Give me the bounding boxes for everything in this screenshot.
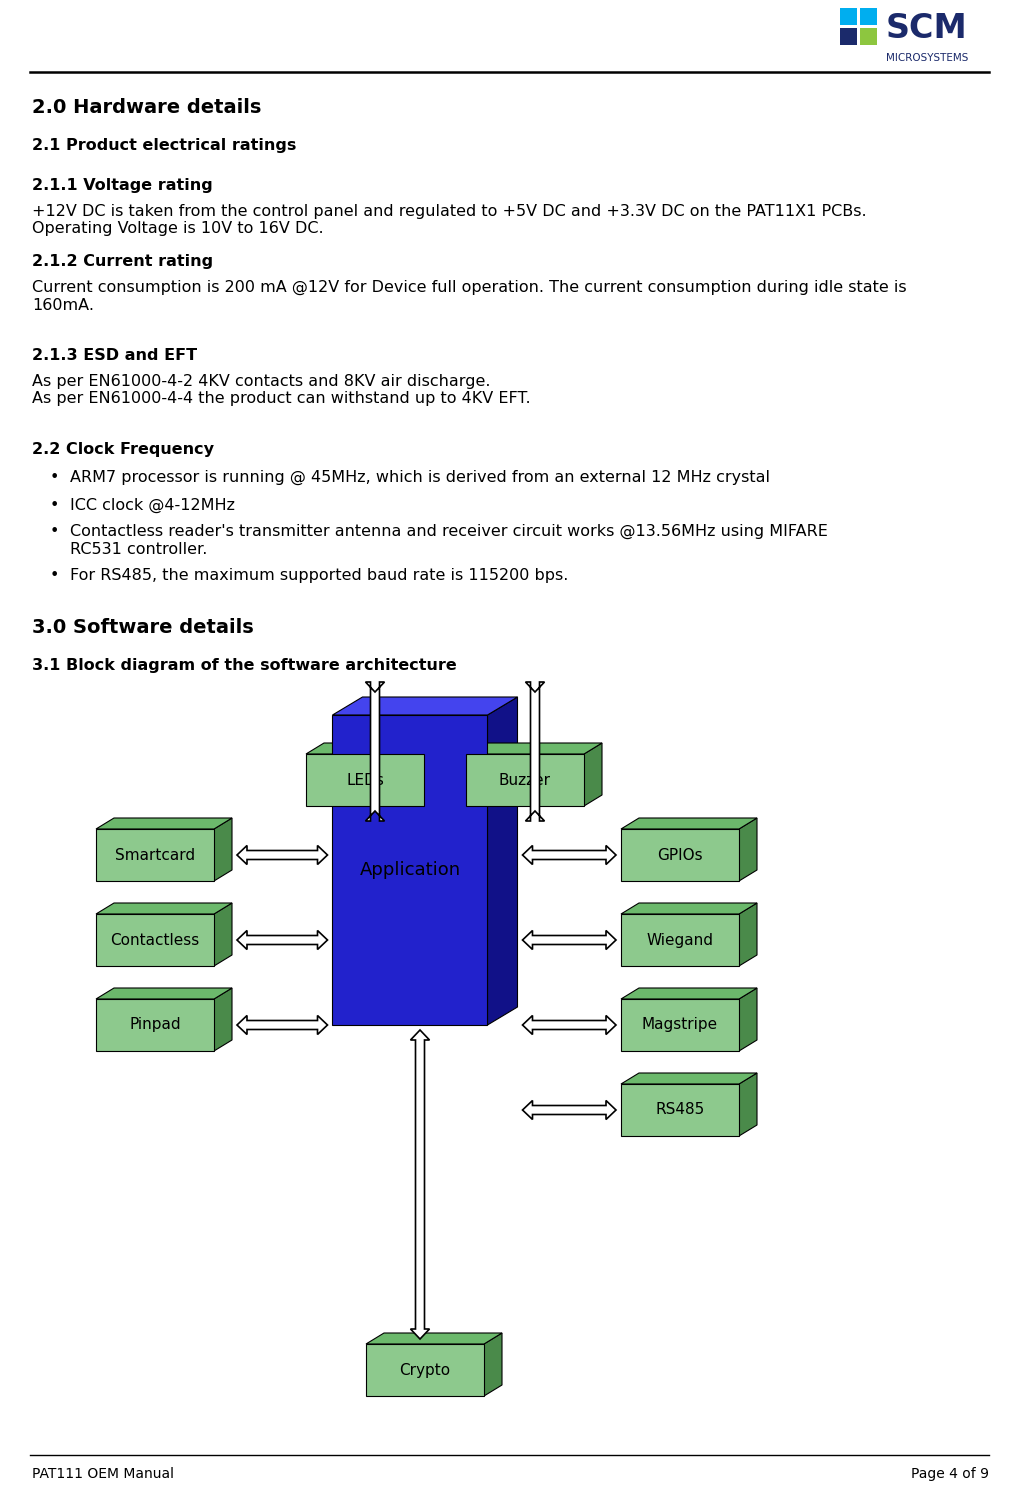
Text: MICROSYSTEMS: MICROSYSTEMS — [886, 52, 968, 63]
Text: 2.1.1 Voltage rating: 2.1.1 Voltage rating — [32, 178, 213, 193]
Polygon shape — [621, 998, 739, 1051]
Polygon shape — [237, 1015, 327, 1034]
Polygon shape — [237, 845, 327, 865]
Polygon shape — [526, 682, 544, 821]
Polygon shape — [739, 902, 757, 965]
Polygon shape — [214, 988, 232, 1051]
Polygon shape — [96, 902, 232, 914]
Text: GPIOs: GPIOs — [657, 847, 703, 862]
Polygon shape — [621, 1084, 739, 1136]
Text: Current consumption is 200 mA @12V for Device full operation. The current consum: Current consumption is 200 mA @12V for D… — [32, 280, 907, 313]
Text: Contactless reader's transmitter antenna and receiver circuit works @13.56MHz us: Contactless reader's transmitter antenna… — [70, 525, 827, 556]
Text: 2.1 Product electrical ratings: 2.1 Product electrical ratings — [32, 138, 297, 153]
Text: As per EN61000-4-2 4KV contacts and 8KV air discharge.
As per EN61000-4-4 the pr: As per EN61000-4-2 4KV contacts and 8KV … — [32, 373, 531, 406]
Polygon shape — [621, 902, 757, 914]
Text: 2.1.3 ESD and EFT: 2.1.3 ESD and EFT — [32, 348, 197, 363]
Polygon shape — [96, 914, 214, 965]
Polygon shape — [621, 829, 739, 881]
Polygon shape — [96, 818, 232, 829]
Text: 2.1.2 Current rating: 2.1.2 Current rating — [32, 253, 213, 268]
Text: Buzzer: Buzzer — [499, 772, 551, 787]
Polygon shape — [739, 1073, 757, 1136]
Polygon shape — [366, 682, 384, 821]
Polygon shape — [621, 988, 757, 998]
Polygon shape — [523, 845, 616, 865]
Text: For RS485, the maximum supported baud rate is 115200 bps.: For RS485, the maximum supported baud ra… — [70, 568, 569, 583]
Polygon shape — [332, 697, 518, 715]
Polygon shape — [487, 697, 518, 1025]
Text: Contactless: Contactless — [110, 932, 200, 947]
Polygon shape — [366, 1333, 502, 1345]
Text: RS485: RS485 — [655, 1102, 704, 1117]
Text: 2.0 Hardware details: 2.0 Hardware details — [32, 97, 262, 117]
Text: 3.0 Software details: 3.0 Software details — [32, 618, 254, 637]
Polygon shape — [621, 914, 739, 965]
Polygon shape — [621, 1073, 757, 1084]
Text: LEDs: LEDs — [346, 772, 384, 787]
Text: Crypto: Crypto — [399, 1363, 450, 1378]
Polygon shape — [523, 1100, 616, 1120]
Polygon shape — [96, 998, 214, 1051]
Bar — [860, 28, 877, 45]
Text: •: • — [50, 568, 59, 583]
Text: 2.2 Clock Frequency: 2.2 Clock Frequency — [32, 442, 214, 457]
Text: SCM: SCM — [886, 12, 968, 45]
Bar — [860, 7, 877, 25]
Text: Wiegand: Wiegand — [646, 932, 713, 947]
Text: •: • — [50, 525, 59, 540]
Polygon shape — [306, 744, 442, 754]
Bar — [840, 28, 857, 45]
Text: +12V DC is taken from the control panel and regulated to +5V DC and +3.3V DC on : +12V DC is taken from the control panel … — [32, 204, 866, 237]
Polygon shape — [411, 1030, 429, 1339]
Text: Application: Application — [360, 860, 461, 878]
Polygon shape — [523, 931, 616, 949]
Polygon shape — [739, 818, 757, 881]
Polygon shape — [214, 902, 232, 965]
Polygon shape — [584, 744, 602, 806]
Text: ICC clock @4-12MHz: ICC clock @4-12MHz — [70, 498, 235, 513]
Text: ARM7 processor is running @ 45MHz, which is derived from an external 12 MHz crys: ARM7 processor is running @ 45MHz, which… — [70, 471, 770, 486]
Polygon shape — [466, 744, 602, 754]
Polygon shape — [466, 754, 584, 806]
Polygon shape — [739, 988, 757, 1051]
Polygon shape — [96, 829, 214, 881]
Polygon shape — [96, 988, 232, 998]
Polygon shape — [332, 715, 487, 1025]
Text: •: • — [50, 471, 59, 486]
Polygon shape — [424, 744, 442, 806]
Text: Page 4 of 9: Page 4 of 9 — [911, 1468, 989, 1481]
Text: Pinpad: Pinpad — [129, 1018, 180, 1033]
Text: Magstripe: Magstripe — [642, 1018, 718, 1033]
Text: Smartcard: Smartcard — [115, 847, 195, 862]
Polygon shape — [523, 1015, 616, 1034]
Text: 3.1 Block diagram of the software architecture: 3.1 Block diagram of the software archit… — [32, 658, 457, 673]
Polygon shape — [214, 818, 232, 881]
Polygon shape — [484, 1333, 502, 1396]
Text: PAT111 OEM Manual: PAT111 OEM Manual — [32, 1468, 174, 1481]
Text: •: • — [50, 498, 59, 513]
Polygon shape — [621, 818, 757, 829]
Polygon shape — [306, 754, 424, 806]
Polygon shape — [237, 931, 327, 949]
Polygon shape — [366, 1345, 484, 1396]
Bar — [840, 7, 857, 25]
